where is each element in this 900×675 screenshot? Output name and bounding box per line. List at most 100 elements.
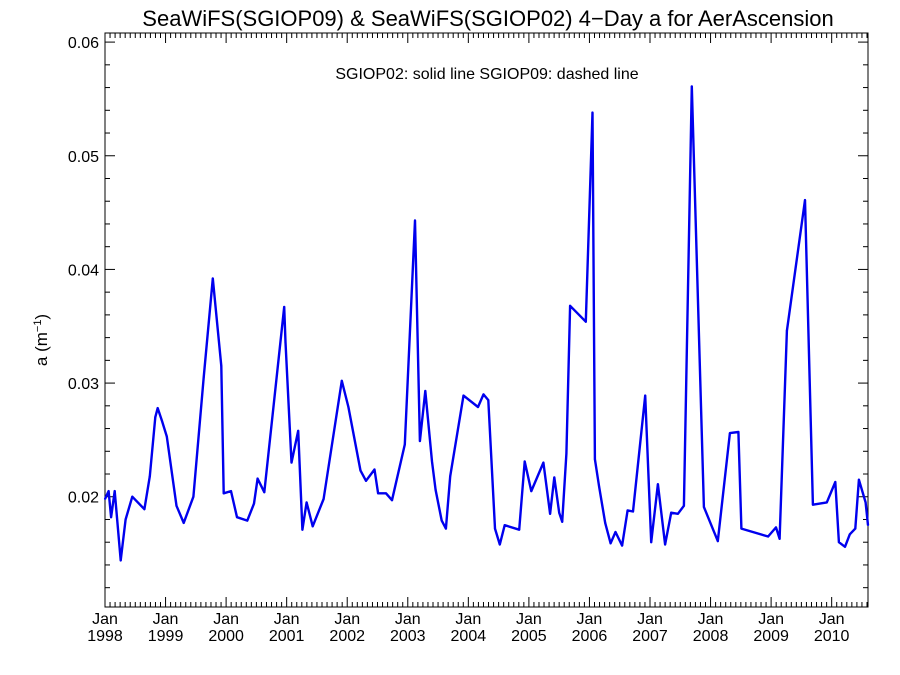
x-tick-year: 2002	[329, 628, 365, 645]
x-tick-year: 2004	[451, 628, 487, 645]
data-point	[148, 475, 151, 478]
data-point	[837, 541, 840, 544]
data-point	[236, 516, 239, 519]
data-point	[165, 435, 168, 438]
data-point	[621, 544, 624, 547]
x-tick-month: Jan	[758, 611, 784, 628]
data-point	[202, 376, 205, 379]
data-point	[614, 530, 617, 533]
data-point	[283, 305, 286, 308]
data-point	[418, 440, 421, 443]
data-point	[740, 527, 743, 530]
data-point	[449, 475, 452, 478]
y-tick-label: 0.03	[68, 376, 99, 393]
data-point	[487, 399, 490, 402]
data-point	[154, 416, 157, 419]
data-point	[604, 521, 607, 524]
data-point	[462, 394, 465, 397]
data-point	[626, 509, 629, 512]
data-point	[107, 490, 110, 493]
x-tick-month: Jan	[274, 611, 300, 628]
x-tick-month: Jan	[92, 611, 118, 628]
y-tick-label: 0.05	[68, 149, 99, 166]
data-point	[737, 430, 740, 433]
data-point	[503, 524, 506, 527]
data-point	[553, 476, 556, 479]
data-point	[340, 379, 343, 382]
y-tick-label: 0.06	[68, 35, 99, 52]
x-tick-year: 2009	[753, 628, 789, 645]
data-point	[143, 508, 146, 511]
data-point	[854, 527, 857, 530]
data-point	[632, 510, 635, 513]
x-tick-year: 1998	[87, 628, 123, 645]
data-point	[431, 460, 433, 463]
data-point	[347, 405, 350, 408]
y-axis-label-superscript: −1	[32, 320, 44, 333]
data-point	[825, 501, 828, 504]
x-tick-year: 2003	[390, 628, 426, 645]
data-point	[664, 543, 667, 546]
series-layer	[103, 85, 870, 562]
data-point	[498, 543, 501, 546]
data-point	[549, 512, 552, 515]
x-tick-month: Jan	[395, 611, 421, 628]
data-point	[584, 320, 587, 323]
data-point	[530, 490, 533, 493]
data-point	[391, 499, 394, 502]
data-point	[857, 478, 860, 481]
x-tick-year: 2006	[572, 628, 608, 645]
x-tick-year: 2008	[693, 628, 729, 645]
data-point	[834, 480, 837, 483]
data-point	[104, 498, 106, 501]
x-tick-year: 2005	[511, 628, 547, 645]
data-point	[565, 452, 568, 455]
y-axis-label-close: )	[32, 314, 51, 320]
legend-annotation: SGIOP02: solid line SGIOP09: dashed line	[335, 66, 638, 83]
data-point	[767, 535, 770, 538]
data-point	[256, 477, 259, 480]
plot-frame	[104, 32, 869, 608]
y-tick-label: 0.04	[68, 262, 99, 279]
data-point	[716, 540, 719, 543]
data-point	[867, 524, 869, 527]
data-point	[444, 527, 447, 530]
data-point	[434, 488, 437, 491]
data-point	[403, 443, 406, 446]
data-point	[804, 199, 807, 202]
data-point	[591, 111, 594, 114]
data-point	[690, 85, 693, 88]
data-point	[284, 341, 287, 344]
x-tick-month: Jan	[698, 611, 724, 628]
data-point	[774, 526, 777, 529]
data-point	[113, 490, 116, 493]
data-point	[377, 492, 380, 495]
y-axis-label-base: a (m	[32, 332, 51, 366]
data-point	[493, 527, 496, 530]
data-point	[305, 501, 308, 504]
data-point	[523, 460, 526, 463]
data-point	[301, 528, 304, 531]
data-point	[220, 365, 223, 368]
data-point	[650, 541, 653, 544]
data-point	[364, 479, 367, 482]
x-tick-year: 2010	[814, 628, 850, 645]
data-point	[414, 219, 417, 222]
data-point	[322, 498, 325, 501]
x-tick-month: Jan	[819, 611, 845, 628]
chart-title: SeaWiFS(SGIOP09) & SeaWiFS(SGIOP02) 4−Da…	[142, 6, 833, 31]
data-point	[676, 512, 679, 515]
axis-ticks: 0.020.030.040.050.06Jan1998Jan1999Jan200…	[68, 33, 868, 645]
data-point	[297, 429, 300, 432]
data-point	[440, 519, 443, 522]
data-point	[110, 516, 113, 519]
x-tick-month: Jan	[577, 611, 603, 628]
data-point	[246, 519, 249, 522]
data-point	[843, 545, 846, 548]
x-tick-month: Jan	[153, 611, 179, 628]
data-point	[175, 504, 178, 507]
x-tick-year: 2001	[269, 628, 305, 645]
data-point	[160, 419, 163, 422]
x-tick-month: Jan	[637, 611, 663, 628]
x-tick-year: 2000	[208, 628, 244, 645]
